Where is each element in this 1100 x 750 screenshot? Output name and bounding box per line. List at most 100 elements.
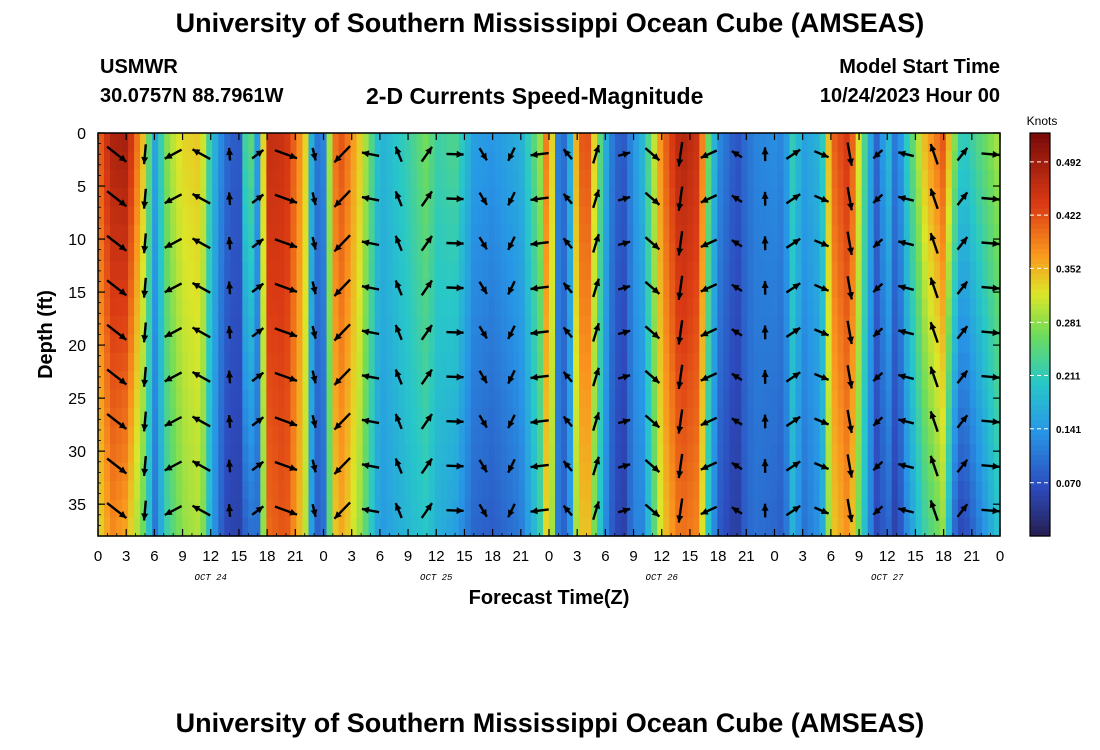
heatmap-cell	[861, 151, 869, 171]
heatmap-cell	[224, 407, 231, 427]
current-arrow-head	[530, 329, 538, 337]
current-arrow-head	[847, 202, 854, 211]
heatmap-cell	[987, 206, 995, 226]
heatmap-cell	[855, 242, 863, 262]
heatmap-cell	[278, 517, 286, 537]
heatmap-cell	[567, 517, 574, 537]
heatmap-cell	[645, 499, 652, 519]
heatmap-cell	[801, 261, 809, 281]
heatmap-cell	[134, 261, 141, 281]
heatmap-cell	[867, 499, 875, 519]
heatmap-cell	[939, 462, 947, 482]
heatmap-cell	[891, 389, 899, 409]
heatmap-cell	[645, 206, 652, 226]
heatmap-cell	[278, 169, 286, 189]
heatmap-cell	[236, 279, 243, 299]
heatmap-cell	[837, 224, 845, 244]
heatmap-cell	[981, 352, 989, 372]
heatmap-cell	[861, 334, 869, 354]
heatmap-cell	[458, 261, 466, 281]
heatmap-cell	[368, 242, 376, 262]
heatmap-cell	[218, 151, 225, 171]
heatmap-cell	[663, 151, 670, 171]
heatmap-cell	[633, 224, 640, 244]
x-tick-label: 18	[710, 548, 727, 565]
heatmap-cell	[482, 444, 490, 464]
heatmap-cell	[314, 444, 322, 464]
current-arrow-head	[992, 507, 1000, 515]
heatmap-cell	[284, 334, 292, 354]
heatmap-cell	[464, 462, 472, 482]
heatmap-cell	[482, 206, 490, 226]
heatmap-cell	[242, 334, 249, 354]
heatmap-cell	[771, 407, 779, 427]
colorbar-tick-label: 0.422	[1056, 211, 1081, 222]
heatmap-cell	[230, 499, 237, 519]
heatmap-cell	[218, 426, 225, 446]
heatmap-cell	[446, 407, 454, 427]
heatmap-cell	[711, 444, 718, 464]
heatmap-cell	[693, 481, 700, 500]
heatmap-cell	[284, 426, 292, 446]
heatmap-cell	[729, 426, 737, 446]
heatmap-cell	[224, 224, 231, 244]
heatmap-cell	[747, 187, 755, 207]
heatmap-cell	[326, 261, 334, 281]
heatmap-cell	[861, 206, 869, 226]
heatmap-cell	[861, 499, 869, 519]
heatmap-cell	[242, 444, 249, 464]
heatmap-cell	[633, 517, 640, 537]
heatmap-cell	[645, 297, 652, 317]
heatmap-cell	[657, 297, 664, 317]
heatmap-cell	[927, 206, 935, 226]
heatmap-cell	[861, 133, 869, 152]
current-arrow-head	[622, 195, 631, 203]
heatmap-cell	[422, 169, 430, 189]
heatmap-cell	[188, 407, 195, 427]
heatmap-cell	[561, 426, 568, 446]
heatmap-cell	[795, 481, 803, 500]
heatmap-cell	[374, 517, 382, 537]
heatmap-cell	[687, 517, 694, 537]
heatmap-cell	[585, 133, 592, 152]
heatmap-cell	[981, 481, 989, 500]
heatmap-cell	[957, 261, 965, 281]
heatmap-cell	[512, 444, 520, 464]
heatmap-cell	[687, 206, 694, 226]
heatmap-cell	[242, 481, 249, 500]
heatmap-cell	[801, 389, 809, 409]
heatmap-cell	[104, 371, 111, 391]
heatmap-cell	[819, 426, 827, 446]
heatmap-cell	[260, 481, 267, 500]
heatmap-cell	[242, 371, 249, 391]
heatmap-cell	[927, 371, 935, 391]
heatmap-cell	[921, 499, 929, 519]
heatmap-cell	[915, 462, 923, 482]
heatmap-cell	[909, 224, 917, 244]
heatmap-cell	[98, 499, 105, 519]
heatmap-cell	[969, 481, 977, 500]
heatmap-cell	[717, 133, 724, 152]
heatmap-cell	[404, 334, 412, 354]
heatmap-cell	[669, 426, 676, 446]
heatmap-cell	[494, 297, 502, 317]
heatmap-cell	[729, 206, 737, 226]
colorbar-cell	[1030, 470, 1050, 477]
heatmap-cell	[152, 297, 159, 317]
current-arrow-head	[593, 278, 601, 287]
heatmap-cell	[296, 242, 304, 262]
heatmap-cell	[362, 242, 370, 262]
heatmap-cell	[332, 517, 340, 537]
heatmap-cell	[867, 481, 875, 500]
heatmap-cell	[873, 242, 881, 262]
heatmap-cell	[104, 242, 111, 262]
heatmap-cell	[350, 352, 358, 372]
heatmap-cell	[741, 261, 749, 281]
heatmap-cell	[368, 517, 376, 537]
current-arrow-head	[700, 240, 709, 248]
heatmap-cell	[164, 316, 171, 336]
heatmap-cell	[693, 462, 700, 482]
heatmap-cell	[428, 151, 436, 171]
heatmap-cell	[182, 169, 189, 189]
heatmap-cell	[278, 261, 286, 281]
